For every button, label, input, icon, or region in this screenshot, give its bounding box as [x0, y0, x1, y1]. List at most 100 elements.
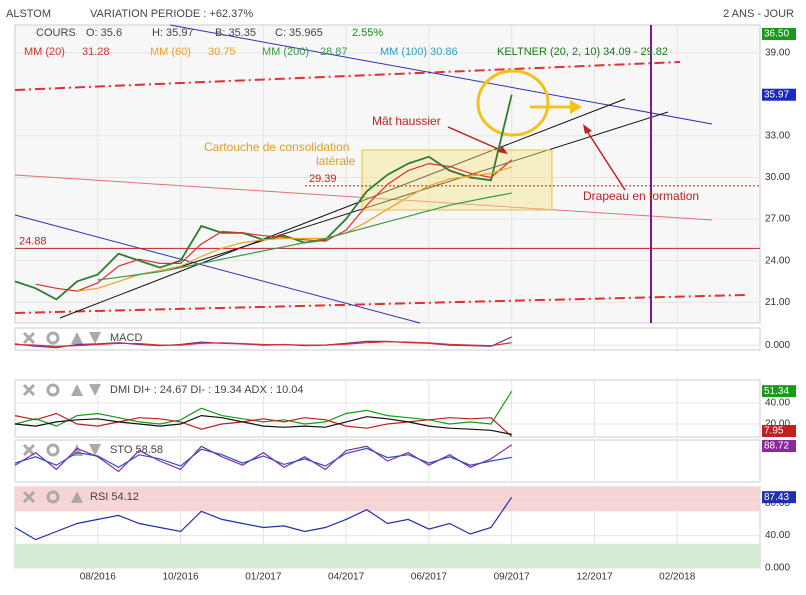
- series-line: [35, 159, 513, 292]
- y-tick-label: 40.00: [765, 398, 790, 409]
- highlight-circle: [476, 69, 550, 137]
- series-line: [77, 166, 512, 292]
- annotation: Cartouche de consolidation: [204, 140, 349, 154]
- legend-value: 31.28: [82, 46, 110, 58]
- dmi-panel: [14, 379, 761, 438]
- trend-line: [169, 24, 713, 125]
- band: [15, 543, 760, 568]
- quote: O: 35.6: [86, 27, 122, 39]
- level-label: 29.39: [309, 173, 337, 185]
- quote-change: 2.55%: [352, 27, 383, 39]
- value-badge: [762, 425, 796, 437]
- value-badge-label: 35.97: [764, 89, 789, 100]
- y-tick-label: 30.00: [765, 172, 790, 183]
- y-tick-label: 39.00: [765, 47, 790, 58]
- series-line: [14, 412, 513, 438]
- channel-line: [59, 98, 626, 319]
- y-tick-label: 24.00: [765, 255, 790, 266]
- value-badge-label: 36.50: [764, 29, 789, 40]
- annotation: Drapeau en formation: [583, 189, 699, 203]
- arrow-head: [498, 146, 508, 154]
- band: [15, 487, 760, 512]
- series-line: [14, 444, 513, 473]
- down-icon: [89, 332, 101, 344]
- quote: H: 35.97: [152, 27, 194, 39]
- settings-icon: [46, 383, 60, 397]
- macd-panel: [14, 327, 761, 351]
- settings-icon: [46, 331, 60, 345]
- up-icon: [71, 491, 83, 503]
- series-line: [14, 341, 512, 347]
- up-icon: [71, 332, 83, 344]
- y-tick-label: 0.000: [765, 340, 790, 351]
- value-badge: [762, 385, 796, 398]
- settings-icon: [46, 490, 60, 504]
- trend-line: [14, 214, 421, 324]
- value-badge-label: 88.72: [764, 441, 789, 452]
- consolidation-box: [361, 149, 553, 211]
- x-tick-label: 09/2017: [494, 572, 531, 583]
- legend-value: 28.87: [320, 46, 348, 58]
- y-tick-label: 21.00: [765, 297, 790, 308]
- y-tick-label: 33.00: [765, 131, 790, 142]
- series-line: [14, 447, 512, 468]
- legend-item: KELTNER (20, 2, 10) 34.09 - 29.82: [497, 46, 668, 58]
- panel-label: DMI DI+ : 24.67 DI- : 19.34 ADX : 10.04: [110, 384, 304, 396]
- close-icon: [22, 331, 36, 345]
- value-badge: [762, 28, 796, 40]
- arrow-head: [570, 100, 582, 114]
- close-icon: [22, 490, 36, 504]
- legend-name: MM (200): [262, 46, 309, 58]
- close-icon: [22, 443, 36, 457]
- quote: COURS: [36, 27, 76, 39]
- value-badge-label: 51.34: [764, 386, 789, 397]
- title: ALSTOM: [6, 8, 51, 20]
- value-badge-label: 87.43: [764, 492, 789, 503]
- level-label: 24.88: [19, 235, 47, 247]
- down-icon: [89, 444, 101, 456]
- up-icon: [71, 384, 83, 396]
- series-line: [14, 496, 513, 541]
- legend-item: MM (100) 30.86: [380, 46, 458, 58]
- y-tick-label: 0.000: [765, 563, 790, 574]
- panel-label: RSI 54.12: [90, 491, 139, 503]
- series-line: [97, 192, 512, 281]
- x-tick-label: 10/2016: [162, 572, 199, 583]
- panel-label: STO 58.58: [110, 444, 163, 456]
- y-tick-label: 40.00: [765, 530, 790, 541]
- y-tick-label: 80.00: [765, 498, 790, 509]
- arrow-head: [583, 124, 592, 134]
- x-tick-label: 12/2017: [576, 572, 613, 583]
- legend-value: 30.75: [208, 46, 236, 58]
- resistance-line: [14, 61, 681, 91]
- quote: C: 35.965: [275, 27, 323, 39]
- down-icon: [89, 384, 101, 396]
- variation: VARIATION PERIODE : +62.37%: [90, 8, 253, 20]
- value-badge-label: 7.95: [764, 426, 784, 437]
- annotation: latérale: [316, 154, 356, 168]
- x-tick-label: 06/2017: [411, 572, 448, 583]
- period: 2 ANS - JOUR: [723, 8, 794, 20]
- value-badge: [762, 88, 796, 101]
- annotation-arrow: [447, 126, 506, 153]
- x-tick-label: 04/2017: [328, 572, 365, 583]
- value-badge: [762, 491, 796, 504]
- legend-name: MM (20): [24, 46, 65, 58]
- x-tick-label: 01/2017: [245, 572, 282, 583]
- support-line: [14, 294, 746, 314]
- x-tick-label: 02/2018: [659, 572, 696, 583]
- x-tick-label: 08/2016: [80, 572, 117, 583]
- legend-name: MM (60): [150, 46, 191, 58]
- panel-label: MACD: [110, 332, 142, 344]
- value-badge: [762, 440, 796, 452]
- close-icon: [22, 383, 36, 397]
- series-line: [14, 414, 512, 435]
- settings-icon: [46, 443, 60, 457]
- annotation: Mât haussier: [372, 114, 441, 128]
- y-tick-label: 20.00: [765, 419, 790, 430]
- y-tick-label: 27.00: [765, 214, 790, 225]
- trend-line: [14, 174, 713, 221]
- annotation-arrow: [584, 127, 626, 191]
- quote: B: 35.35: [215, 27, 256, 39]
